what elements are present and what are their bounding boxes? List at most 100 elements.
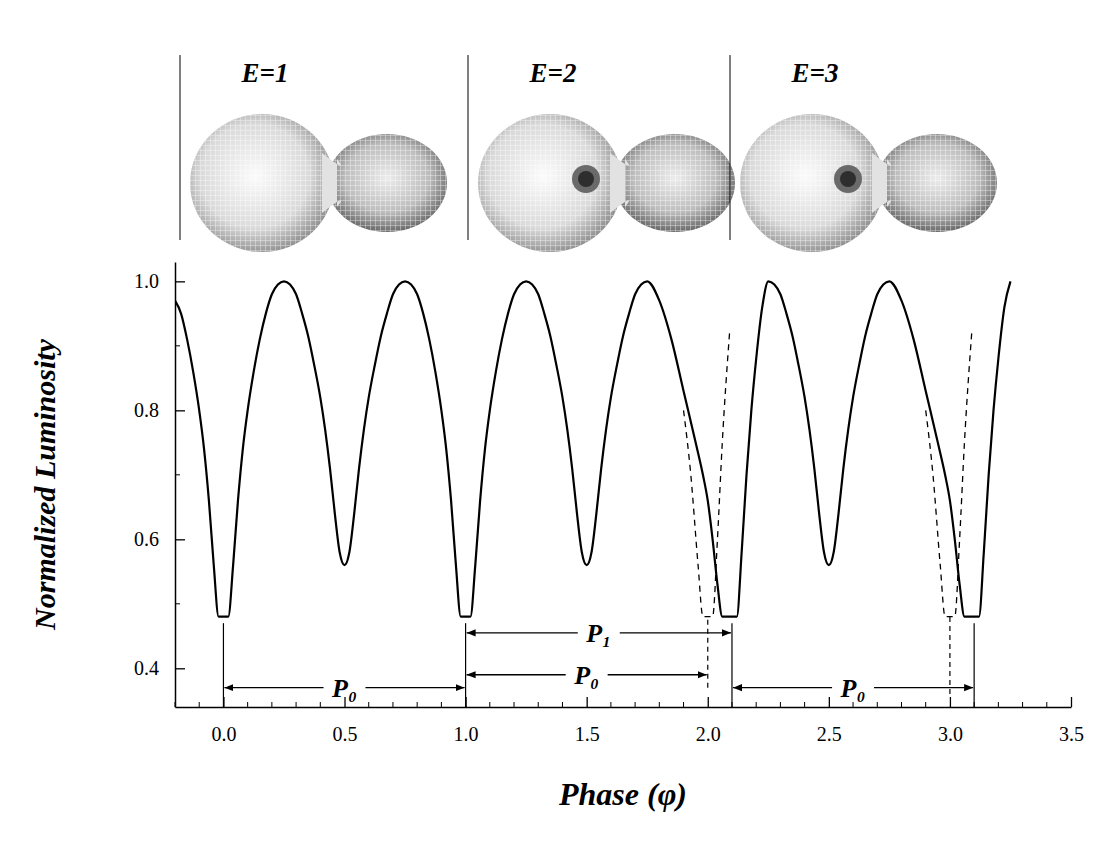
secondary-star: [327, 134, 447, 232]
epoch-line: [731, 623, 732, 707]
x-minor-tick: [1046, 702, 1047, 707]
x-minor-tick: [514, 702, 515, 707]
x-minor-tick: [998, 702, 999, 707]
x-tick-label: 0.5: [333, 723, 358, 745]
x-tick-mark: [708, 697, 709, 707]
primary-star-texture: [478, 114, 622, 252]
y-tick-mark: [175, 539, 185, 540]
binary-star-model: [190, 114, 447, 252]
x-minor-tick: [756, 702, 757, 707]
y-tick-mark: [175, 281, 185, 282]
x-minor-tick: [368, 702, 369, 707]
x-minor-tick: [247, 702, 248, 707]
y-tick-mark: [175, 410, 185, 411]
x-tick-label: 2.0: [696, 723, 721, 745]
x-minor-tick: [683, 702, 684, 707]
primary-star-texture: [190, 114, 334, 252]
light-curve: [175, 281, 1010, 616]
star-spot: [834, 165, 862, 193]
x-minor-tick: [538, 702, 539, 707]
x-axis: 0.0 0.5 1.0 1.5 2.0 2.5 3.0 3.5: [176, 697, 1085, 745]
y-minor-tick: [175, 345, 180, 346]
x-tick-label: 1.0: [454, 723, 479, 745]
x-tick-label: 3.0: [938, 723, 963, 745]
epoch-line: [974, 623, 975, 707]
x-tick: 3.0: [938, 697, 963, 745]
panel-divider: [468, 55, 469, 240]
y-tick-label: 0.4: [134, 657, 159, 679]
epoch-line: [223, 623, 224, 707]
y-axis-line: [175, 263, 177, 708]
x-tick-mark: [1071, 697, 1072, 707]
x-tick-label: 0.0: [211, 723, 236, 745]
x-minor-tick: [780, 702, 781, 707]
x-minor-tick: [271, 702, 272, 707]
primary-star: [190, 114, 334, 252]
x-tick: 1.5: [575, 697, 600, 745]
x-tick-label: 1.5: [575, 723, 600, 745]
period-label: P₁: [585, 619, 611, 648]
x-minor-tick: [417, 702, 418, 707]
x-minor-tick: [562, 702, 563, 707]
x-tick-label: 3.5: [1059, 723, 1084, 745]
y-axis: 0.4 0.6 0.8 1.0: [134, 263, 185, 708]
period-arrow: [733, 687, 832, 688]
x-tick: 0.5: [333, 697, 358, 745]
x-minor-tick: [320, 702, 321, 707]
x-tick: 2.0: [696, 697, 721, 745]
x-tick-mark: [829, 697, 830, 707]
star-spot: [572, 165, 600, 193]
y-axis-title: Normalized Luminosity: [28, 338, 61, 631]
period-label: P₀: [840, 674, 866, 703]
y-tick-label: 1.0: [134, 270, 159, 292]
star-spot-core: [578, 171, 594, 187]
x-minor-tick: [392, 702, 393, 707]
period-label: P₀: [573, 661, 599, 690]
contact-neck: [872, 153, 891, 213]
period-arrow: [874, 687, 973, 688]
x-minor-tick: [296, 702, 297, 707]
panel-label: E=1: [241, 58, 289, 88]
panel-label: E=3: [791, 58, 839, 88]
x-minor-tick: [804, 702, 805, 707]
light-curve: [684, 333, 972, 617]
x-minor-tick: [441, 702, 442, 707]
period-arrow: [467, 674, 566, 675]
binary-star-model: [478, 114, 735, 252]
x-minor-tick: [175, 702, 176, 707]
model-panels: E=1 E=2 E=3: [180, 55, 997, 252]
epoch-line: [949, 617, 950, 694]
panel-label: E=2: [529, 58, 577, 88]
y-tick-label: 0.8: [134, 399, 159, 421]
secondary-star-texture: [877, 134, 997, 232]
period-arrows: P₀P₁P₀P₀: [224, 619, 973, 703]
panel-divider: [180, 55, 181, 240]
x-tick-mark: [587, 697, 588, 707]
x-axis-title: Phase (φ): [558, 776, 687, 812]
contact-neck: [610, 153, 629, 213]
epoch-line: [707, 617, 708, 688]
period-arrow: [365, 687, 464, 688]
x-minor-tick: [877, 702, 878, 707]
y-tick: 0.6: [134, 528, 185, 550]
y-tick: 0.8: [134, 399, 185, 421]
y-tick: 1.0: [134, 270, 185, 292]
y-tick-mark: [175, 668, 185, 669]
chart: E=1E=2E=30.00.51.01.52.02.53.03.50.40.60…: [0, 0, 1120, 842]
y-tick-label: 0.6: [134, 528, 159, 550]
primary-star-texture: [740, 114, 884, 252]
period-arrow: [224, 687, 323, 688]
x-minor-tick: [659, 702, 660, 707]
x-minor-tick: [925, 702, 926, 707]
x-minor-tick: [1022, 702, 1023, 707]
x-tick: 3.5: [1059, 697, 1084, 745]
star-spot-core: [840, 171, 856, 187]
x-minor-tick: [489, 702, 490, 707]
x-minor-tick: [199, 702, 200, 707]
x-tick-label: 2.5: [817, 723, 842, 745]
secondary-star-texture: [615, 134, 735, 232]
period-arrow: [467, 632, 578, 633]
x-tick: 2.5: [817, 697, 842, 745]
secondary-star: [615, 134, 735, 232]
period-arrow: [608, 674, 707, 675]
